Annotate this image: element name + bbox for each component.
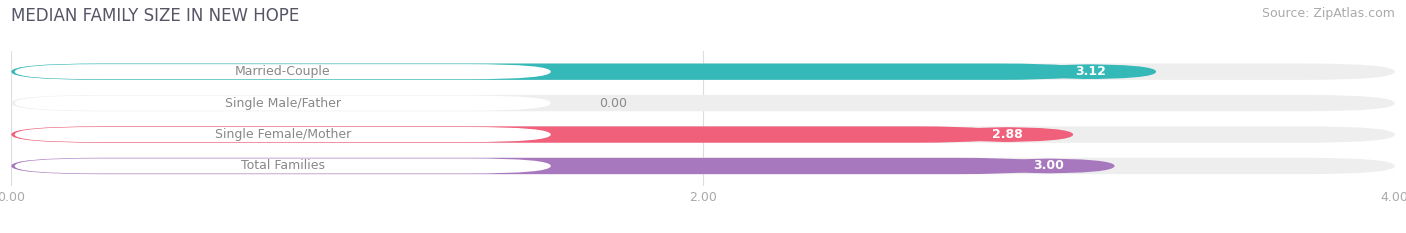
FancyBboxPatch shape (983, 158, 1115, 174)
Text: 3.00: 3.00 (1033, 159, 1064, 172)
FancyBboxPatch shape (14, 158, 551, 174)
FancyBboxPatch shape (14, 96, 551, 111)
FancyBboxPatch shape (11, 158, 1395, 174)
Text: MEDIAN FAMILY SIZE IN NEW HOPE: MEDIAN FAMILY SIZE IN NEW HOPE (11, 7, 299, 25)
Text: Source: ZipAtlas.com: Source: ZipAtlas.com (1261, 7, 1395, 20)
Text: Single Female/Mother: Single Female/Mother (215, 128, 352, 141)
Text: Married-Couple: Married-Couple (235, 65, 330, 78)
FancyBboxPatch shape (1025, 64, 1156, 79)
FancyBboxPatch shape (11, 64, 1091, 80)
Text: 2.88: 2.88 (993, 128, 1022, 141)
FancyBboxPatch shape (14, 127, 551, 142)
FancyBboxPatch shape (942, 127, 1073, 142)
FancyBboxPatch shape (11, 95, 1395, 111)
Text: 3.12: 3.12 (1076, 65, 1105, 78)
Text: Single Male/Father: Single Male/Father (225, 97, 340, 110)
FancyBboxPatch shape (14, 64, 551, 79)
FancyBboxPatch shape (11, 126, 1007, 143)
Text: Total Families: Total Families (240, 159, 325, 172)
FancyBboxPatch shape (11, 64, 1395, 80)
FancyBboxPatch shape (11, 158, 1049, 174)
Text: 0.00: 0.00 (599, 97, 627, 110)
FancyBboxPatch shape (11, 126, 1395, 143)
